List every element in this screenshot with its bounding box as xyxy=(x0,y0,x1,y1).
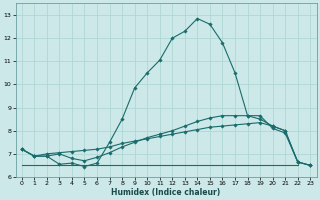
X-axis label: Humidex (Indice chaleur): Humidex (Indice chaleur) xyxy=(111,188,221,197)
